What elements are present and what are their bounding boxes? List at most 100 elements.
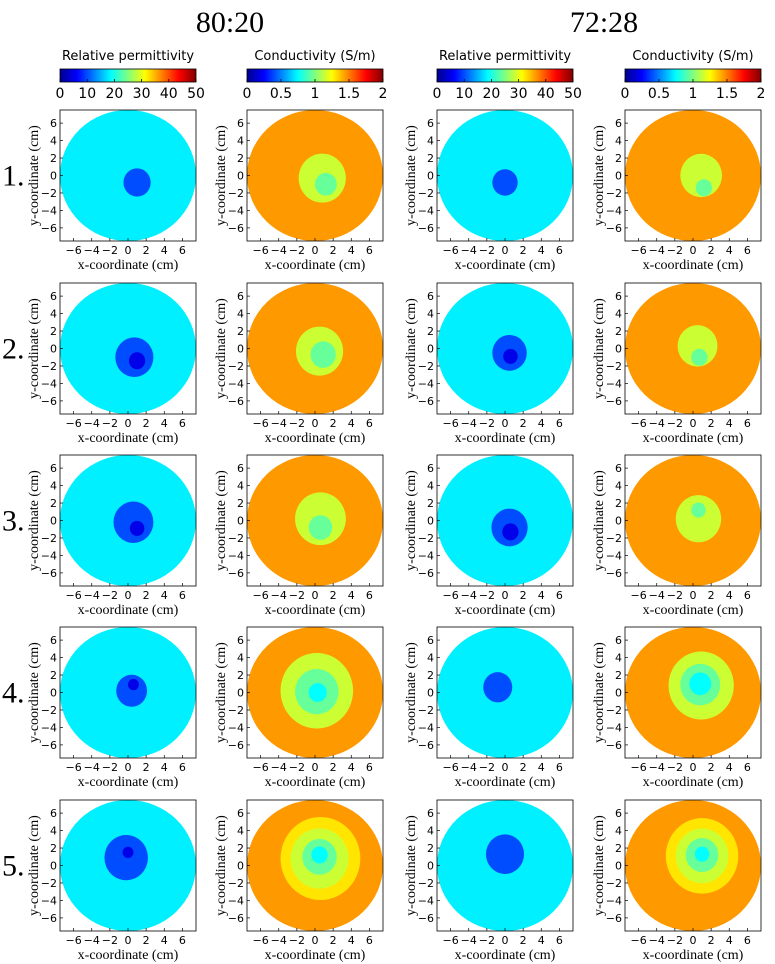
contour-region: [129, 520, 145, 536]
x-tick-label: 4: [538, 934, 545, 947]
x-tick-label: 0: [690, 417, 697, 430]
x-tick-label: −2: [479, 244, 495, 257]
x-tick-label: 2: [520, 761, 527, 774]
contour-region: [483, 672, 513, 703]
colorbar-tick-label: 40: [160, 86, 178, 102]
row-label: 2.: [2, 333, 25, 366]
x-axis-label: x-coordinate (cm): [455, 258, 556, 273]
x-axis-label: x-coordinate (cm): [265, 948, 366, 963]
y-tick-label: 0: [615, 343, 622, 356]
y-tick-label: −2: [228, 704, 244, 717]
y-tick-label: −6: [418, 739, 434, 752]
y-tick-label: 2: [50, 325, 57, 338]
contour-region: [315, 172, 337, 196]
colorbar-tick-label: 10: [78, 86, 96, 102]
x-tick-label: −2: [479, 589, 495, 602]
x-tick-label: −2: [667, 417, 683, 430]
x-tick-label: 0: [690, 589, 697, 602]
contour-region: [122, 846, 134, 859]
y-tick-label: −6: [606, 395, 622, 408]
contour-region: [128, 678, 139, 691]
y-tick-label: 6: [427, 290, 434, 303]
y-axis-label: y-coordinate (cm): [592, 298, 607, 399]
y-axis-label: y-coordinate (cm): [214, 642, 229, 743]
x-tick-label: −6: [65, 244, 81, 257]
x-tick-label: −2: [479, 761, 495, 774]
y-tick-label: 4: [237, 308, 244, 321]
x-tick-label: −2: [667, 934, 683, 947]
x-tick-label: −4: [271, 761, 287, 774]
colorbar-tick-label: 0.5: [270, 86, 292, 102]
row-label: 5.: [2, 850, 25, 883]
x-tick-label: −6: [442, 244, 458, 257]
x-axis-label: x-coordinate (cm): [455, 948, 556, 963]
y-tick-label: −4: [228, 377, 244, 390]
row-label: 3.: [2, 505, 25, 538]
y-tick-label: 0: [237, 515, 244, 528]
x-tick-label: −4: [649, 934, 665, 947]
y-tick-label: 6: [50, 807, 57, 820]
x-tick-label: 0: [125, 589, 132, 602]
x-tick-label: 0: [125, 417, 132, 430]
y-tick-label: −2: [606, 877, 622, 890]
x-tick-label: −6: [630, 761, 646, 774]
colorbar-tick-label: 30: [133, 86, 151, 102]
y-tick-label: −4: [418, 721, 434, 734]
x-tick-label: 0: [312, 244, 319, 257]
x-tick-label: 6: [556, 934, 563, 947]
group-heading-right: 72:28: [570, 6, 638, 39]
contour-region: [308, 515, 333, 540]
x-axis-label: x-coordinate (cm): [643, 258, 744, 273]
y-tick-label: −2: [418, 532, 434, 545]
x-tick-label: −4: [84, 244, 100, 257]
y-tick-label: 6: [50, 290, 57, 303]
y-tick-label: 2: [50, 152, 57, 165]
y-tick-label: 0: [427, 343, 434, 356]
x-tick-label: −2: [289, 417, 305, 430]
y-tick-label: 0: [615, 170, 622, 183]
colorbar-tick-label: 1: [689, 86, 698, 102]
y-tick-label: −2: [228, 532, 244, 545]
y-tick-label: −4: [418, 204, 434, 217]
x-tick-label: −4: [649, 244, 665, 257]
x-tick-label: −2: [667, 761, 683, 774]
x-tick-label: 4: [161, 417, 168, 430]
x-tick-label: 6: [744, 244, 751, 257]
x-tick-label: 0: [125, 761, 132, 774]
y-tick-label: −2: [418, 360, 434, 373]
x-tick-label: −2: [667, 589, 683, 602]
x-tick-label: 2: [143, 934, 150, 947]
x-tick-label: 0: [312, 417, 319, 430]
colorbar-tick-label: 20: [482, 86, 500, 102]
x-tick-label: 0: [502, 761, 509, 774]
x-tick-label: −6: [442, 417, 458, 430]
x-tick-label: −6: [65, 589, 81, 602]
y-axis-label: y-coordinate (cm): [404, 125, 419, 226]
x-tick-label: 0: [312, 934, 319, 947]
y-tick-label: 0: [50, 687, 57, 700]
x-axis-label: x-coordinate (cm): [265, 603, 366, 618]
y-axis-label: y-coordinate (cm): [27, 470, 42, 571]
x-tick-label: 0: [312, 761, 319, 774]
colorbar-tick-label: 50: [564, 86, 582, 102]
colorbar-tick-label: 0: [621, 86, 630, 102]
colorbar-tick-label: 30: [510, 86, 528, 102]
x-tick-label: −6: [252, 244, 268, 257]
x-tick-label: 0: [125, 934, 132, 947]
y-tick-label: −2: [228, 187, 244, 200]
y-tick-label: −6: [41, 912, 57, 925]
y-tick-label: −2: [41, 532, 57, 545]
y-tick-label: −2: [418, 704, 434, 717]
colorbar-tick-label: 1: [311, 86, 320, 102]
colorbar-title: Conductivity (S/m): [254, 49, 375, 64]
x-axis-label: x-coordinate (cm): [643, 603, 744, 618]
x-tick-label: −6: [630, 589, 646, 602]
x-tick-label: 6: [179, 417, 186, 430]
x-tick-label: −4: [461, 589, 477, 602]
